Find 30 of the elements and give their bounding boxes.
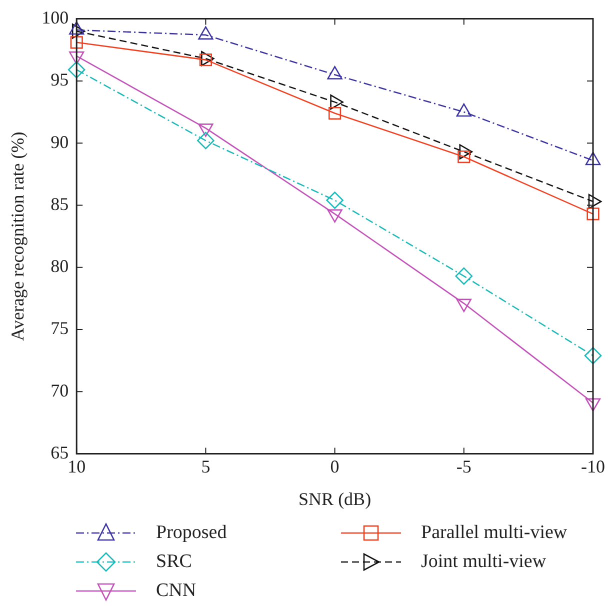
x-tick-label: 5 [201, 456, 210, 476]
legend-label: SRC [156, 550, 192, 572]
legend-label: Proposed [156, 522, 227, 544]
x-tick-label: 10 [68, 456, 86, 476]
point [197, 132, 214, 150]
point [586, 208, 600, 220]
point [68, 61, 86, 78]
x-tick-label: -10 [581, 456, 605, 476]
y-tick-label: 90 [50, 132, 69, 152]
y-axis-title: Average recognition rate (%) [8, 132, 28, 341]
point [455, 267, 473, 285]
x-tick-label: -5 [456, 456, 472, 476]
point [326, 192, 344, 209]
y-tick-label: 95 [50, 70, 69, 90]
y-tick-label: 100 [42, 8, 69, 28]
x-tick-label: 0 [330, 456, 340, 476]
legend-label: Parallel multi-view [421, 522, 568, 544]
point [458, 150, 470, 164]
y-tick-label: 80 [50, 256, 69, 276]
point [199, 54, 212, 66]
point [70, 36, 83, 49]
point [328, 106, 342, 120]
point [584, 346, 602, 364]
y-tick-label: 75 [50, 318, 69, 338]
y-tick-label: 65 [50, 442, 69, 463]
legend-label: CNN [156, 580, 196, 602]
y-tick-label: 85 [50, 194, 69, 214]
y-tick-label: 70 [50, 380, 69, 400]
x-axis-title: SNR (dB) [298, 488, 372, 509]
legend-label: Joint multi-view [421, 550, 546, 572]
